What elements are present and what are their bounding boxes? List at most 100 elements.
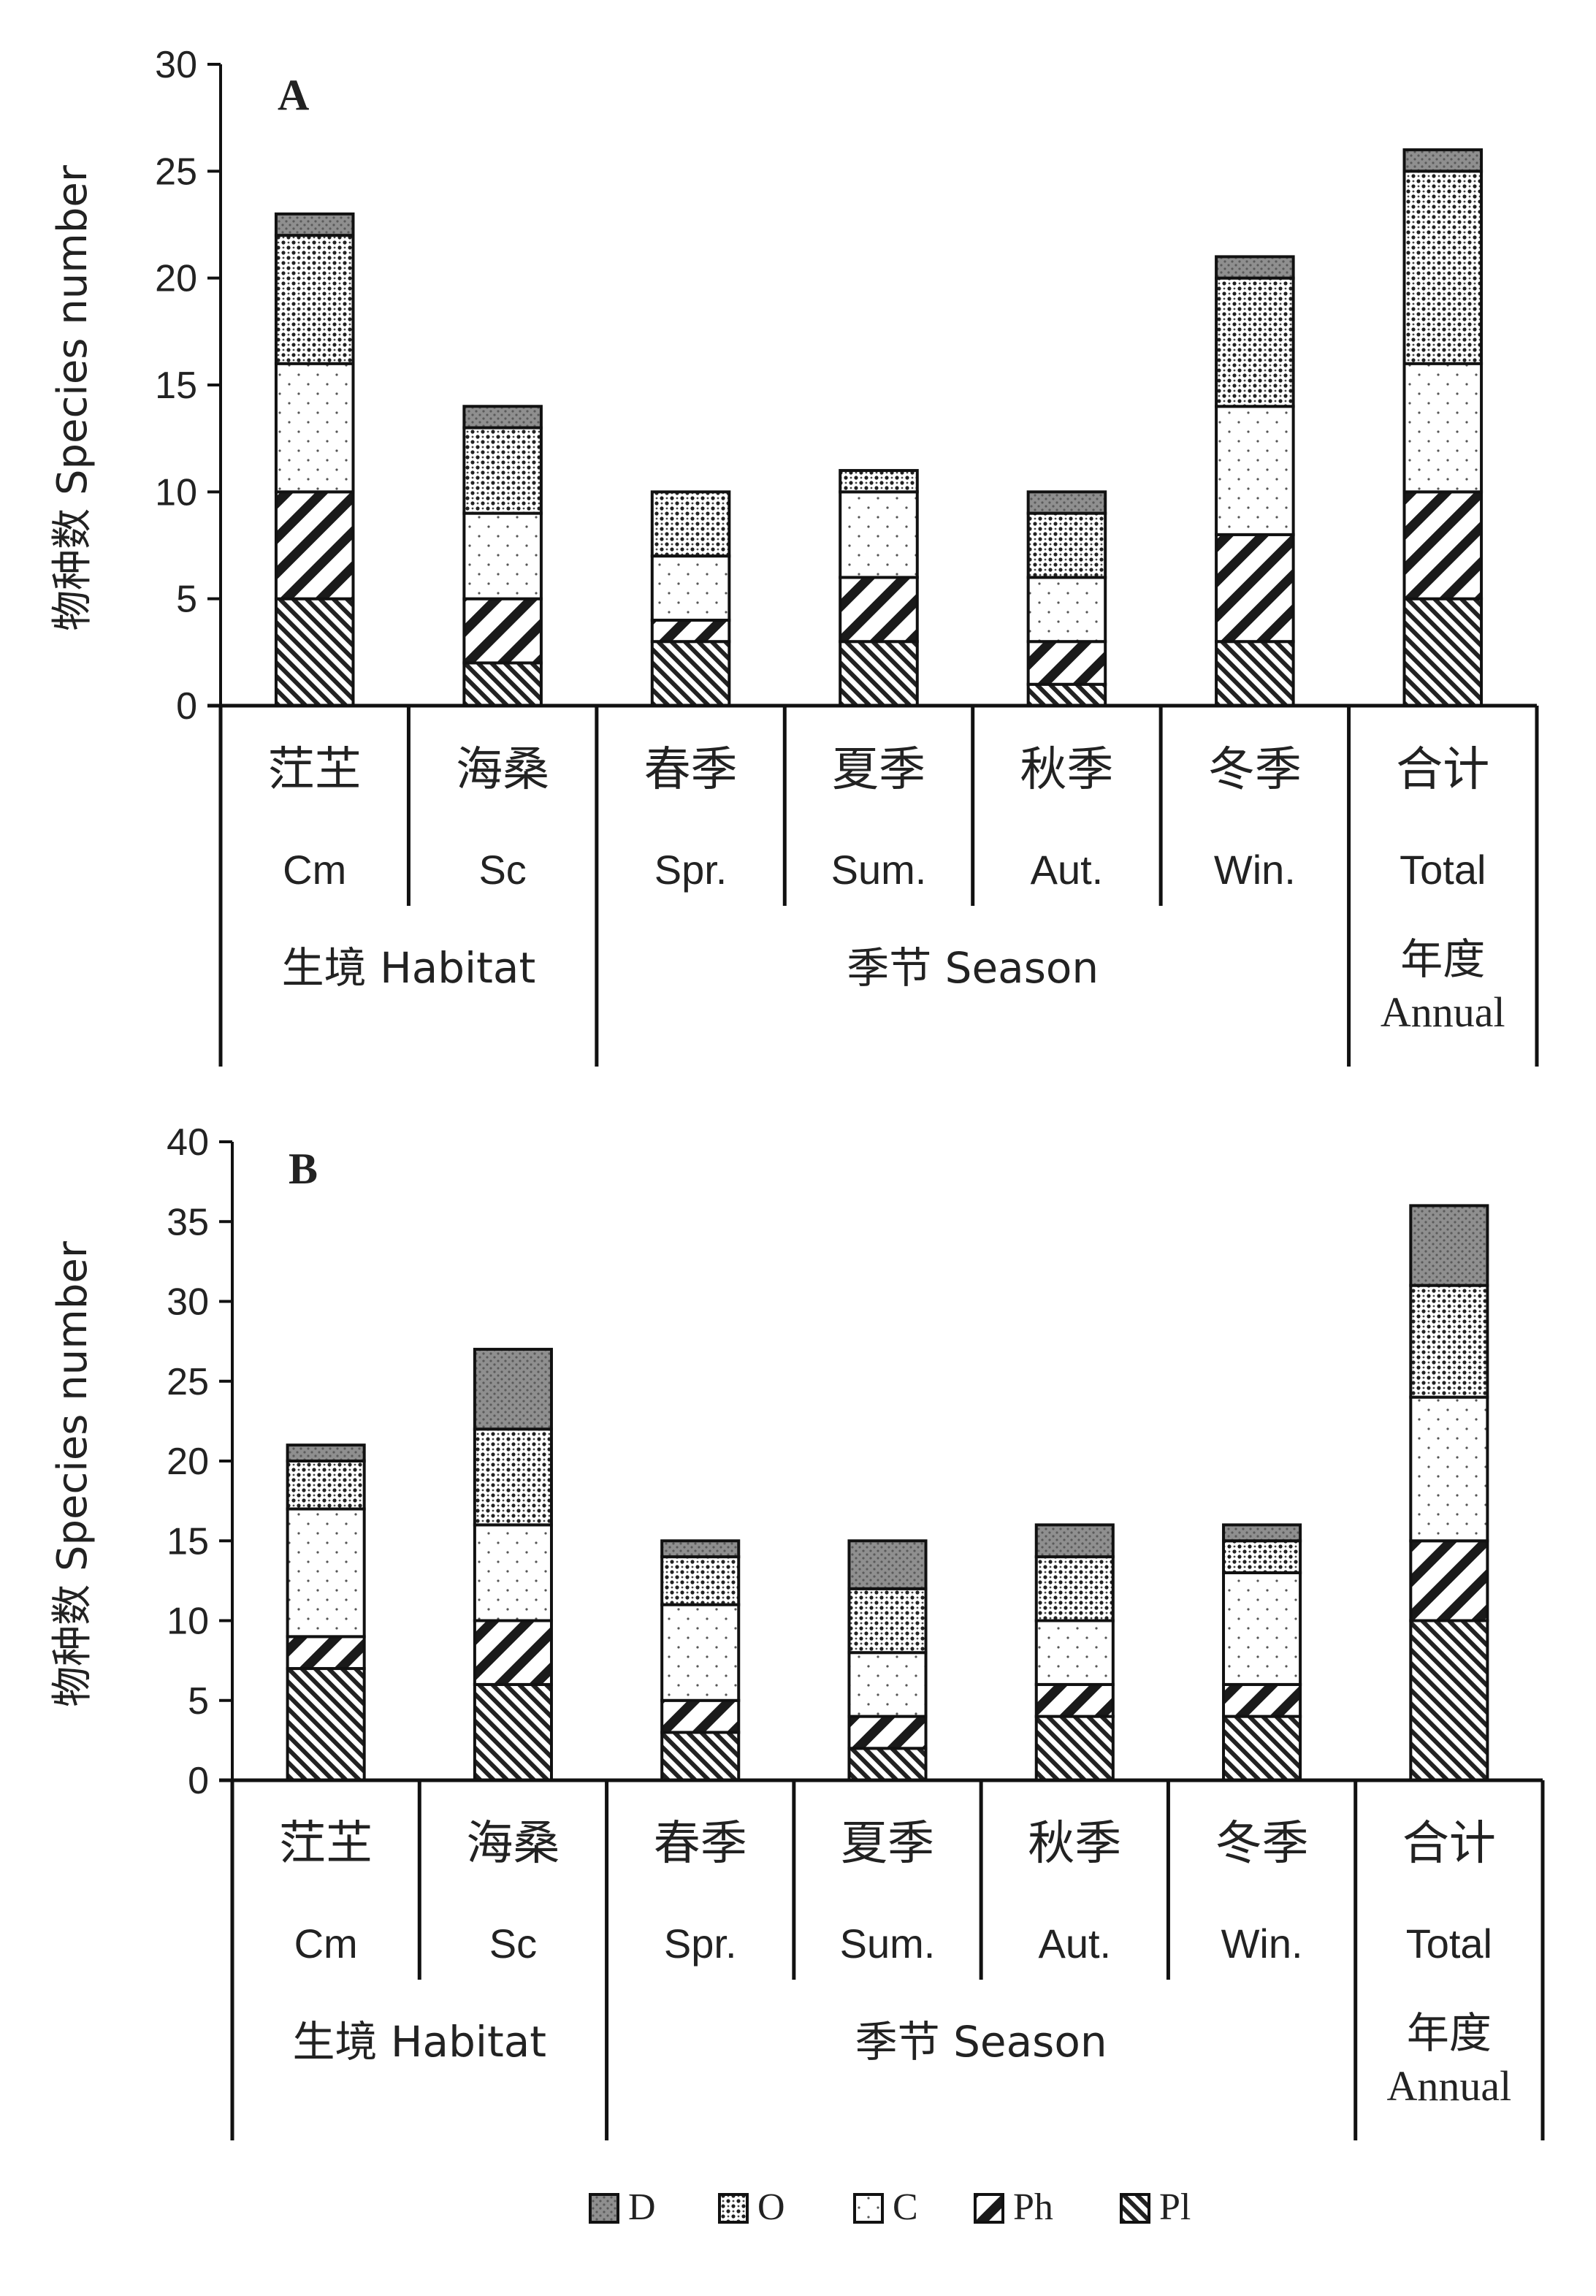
bar-segment-o-4 <box>839 469 919 494</box>
bar-segment-ph-6 <box>1215 533 1295 644</box>
bar-segment-o-1 <box>274 234 355 365</box>
bar-segment-d-2 <box>473 1348 553 1431</box>
bar-segment-c-3 <box>650 554 731 622</box>
category-label-cn: 冬季 <box>1215 1817 1309 1871</box>
bar-segment-c-7 <box>1409 1395 1489 1543</box>
panel-label: A <box>278 71 309 119</box>
category-label-cn: 夏季 <box>841 1817 934 1871</box>
bar-segment-c-1 <box>286 1507 366 1639</box>
bar-segment-o-5 <box>1026 511 1107 579</box>
category-label-en: Spr. <box>664 1921 737 1967</box>
group-label: 季节 Season <box>847 943 1099 993</box>
bar-segment-c-4 <box>839 490 919 579</box>
y-tick-label: 5 <box>176 579 197 621</box>
bar-segment-ph-1 <box>274 490 355 600</box>
category-label-en: Sum. <box>831 847 927 893</box>
category-label-cn: 海桑 <box>466 1817 560 1871</box>
bar-segment-o-2 <box>462 426 543 515</box>
bar-segment-d-5 <box>1026 490 1107 515</box>
bar-segment-pl-6 <box>1215 640 1295 708</box>
bar-segment-c-4 <box>847 1651 928 1718</box>
category-label-en: Total <box>1406 1921 1492 1967</box>
bar-segment-o-4 <box>847 1587 928 1655</box>
bar-segment-pl-5 <box>1034 1715 1115 1782</box>
bar-segment-ph-5 <box>1034 1682 1115 1718</box>
bar-segment-pl-3 <box>650 640 731 708</box>
category-label-cn: 合计 <box>1396 743 1489 797</box>
legend: D O C Ph Pl <box>589 2186 1191 2228</box>
bar-segment-d-1 <box>286 1443 366 1463</box>
category-label-cn: 春季 <box>644 743 738 797</box>
category-label-cn: 海桑 <box>456 743 549 797</box>
group-label-en: Annual <box>1386 2062 1511 2110</box>
bar-segment-d-7 <box>1409 1204 1489 1287</box>
legend-label-o: O <box>757 2186 785 2228</box>
group-label: 生境 Habitat <box>282 943 536 993</box>
y-tick-label: 5 <box>188 1680 209 1723</box>
category-label-en: Aut. <box>1038 1921 1111 1967</box>
group-label-cn: 年度 <box>1400 934 1485 984</box>
bar-segment-d-3 <box>660 1539 741 1559</box>
y-tick-label: 0 <box>188 1760 209 1802</box>
category-label-en: Sum. <box>840 1921 936 1967</box>
y-tick-label: 25 <box>167 1361 209 1403</box>
bar-segment-o-3 <box>660 1555 741 1606</box>
category-label-cn: 茳芏 <box>279 1817 373 1871</box>
y-tick-label: 30 <box>155 44 197 86</box>
bar-segment-o-2 <box>473 1427 553 1527</box>
bar-segment-c-7 <box>1402 362 1484 494</box>
panel-label: B <box>289 1145 318 1193</box>
y-axis-title: 物种数 Species number <box>49 1240 96 1707</box>
bar-segment-c-3 <box>660 1603 741 1702</box>
legend-label-ph: Ph <box>1013 2186 1053 2228</box>
y-tick-label: 10 <box>155 471 197 514</box>
bar-segment-pl-3 <box>660 1731 741 1782</box>
group-label: 生境 Habitat <box>293 2017 547 2067</box>
y-axis-title: 物种数 Species number <box>49 164 96 631</box>
bar-segment-pl-5 <box>1026 682 1107 708</box>
bar-segment-ph-3 <box>660 1698 741 1734</box>
bar-segment-pl-1 <box>286 1667 366 1782</box>
category-label-cn: 秋季 <box>1020 743 1113 797</box>
category-label-en: Total <box>1400 847 1486 893</box>
bar-segment-pl-6 <box>1222 1715 1302 1782</box>
bar-segment-o-6 <box>1215 276 1295 408</box>
bar-segment-ph-7 <box>1402 490 1484 600</box>
bar-segment-d-4 <box>847 1539 928 1590</box>
y-tick-label: 40 <box>167 1121 209 1164</box>
bar-segment-o-3 <box>650 490 731 558</box>
y-tick-label: 15 <box>155 365 197 407</box>
bar-segment-ph-7 <box>1409 1539 1489 1622</box>
bar-segment-ph-2 <box>462 597 543 665</box>
group-label-en: Annual <box>1381 988 1505 1036</box>
category-label-cn: 茳芏 <box>268 743 362 797</box>
bar-segment-pl-2 <box>462 661 543 708</box>
y-tick-label: 10 <box>167 1601 209 1643</box>
y-tick-label: 25 <box>155 150 197 193</box>
category-label-en: Spr. <box>654 847 728 893</box>
panel-a: 0 5 10 15 20 25 30 物种数 Species number A 茳芏 Cm 海桑 Sc 春… <box>49 44 1539 1067</box>
group-label-cn: 年度 <box>1407 2008 1492 2058</box>
y-tick-label: 0 <box>176 685 197 728</box>
bar-segment-c-2 <box>473 1523 553 1622</box>
bar-segment-o-6 <box>1222 1539 1302 1574</box>
y-tick-label: 30 <box>167 1281 209 1324</box>
bar-segment-c-5 <box>1026 576 1107 644</box>
bar-segment-ph-2 <box>473 1619 553 1686</box>
legend-label-pl: Pl <box>1159 2186 1191 2228</box>
bar-segment-c-2 <box>462 511 543 600</box>
legend-swatch-d <box>589 2193 619 2224</box>
category-label-en: Cm <box>294 1921 358 1967</box>
bar-segment-c-6 <box>1215 405 1295 536</box>
category-label-en: Win. <box>1221 1921 1303 1967</box>
category-label-cn: 春季 <box>654 1817 747 1871</box>
bar-segment-pl-4 <box>839 640 919 708</box>
bar-segment-ph-5 <box>1026 640 1107 686</box>
panel-b: 0 5 10 15 20 25 30 35 40 物种数 Species number B 茳芏 Cm 海… <box>49 1121 1545 2140</box>
bar-segment-c-6 <box>1222 1571 1302 1686</box>
y-tick-label: 35 <box>167 1201 209 1243</box>
bar-segment-d-1 <box>274 212 355 237</box>
bar-segment-ph-6 <box>1222 1682 1302 1718</box>
